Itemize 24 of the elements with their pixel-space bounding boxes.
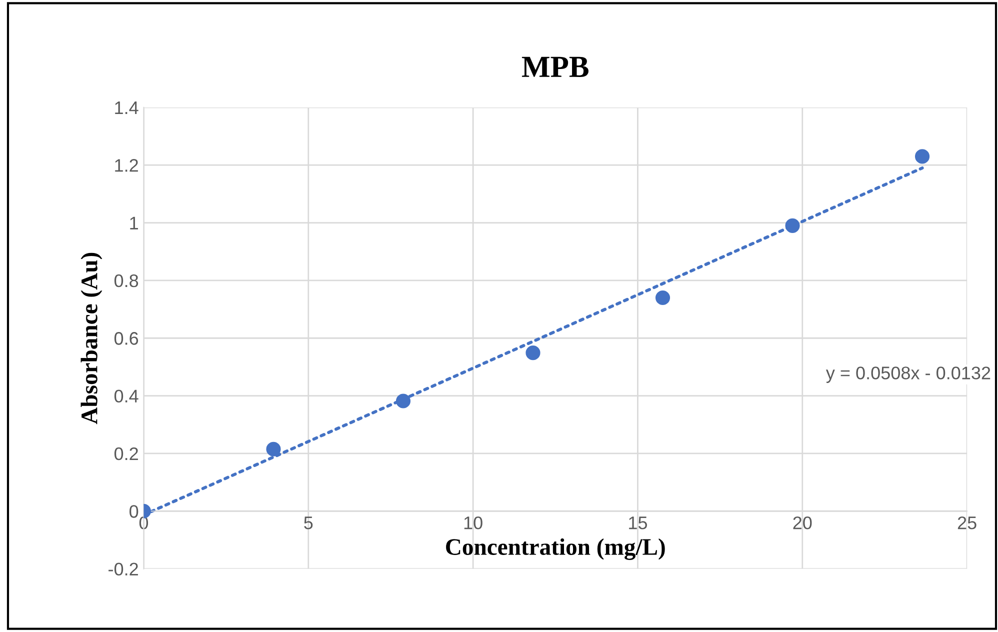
y-tick-label: 0.8 — [114, 274, 138, 288]
y-axis-title: Absorbance (Au) — [80, 252, 102, 424]
x-tick-label: 15 — [629, 516, 648, 530]
y-tick-label: 1.4 — [115, 102, 138, 114]
x-axis-title: Concentration (mg/L) — [446, 538, 665, 560]
point — [655, 290, 670, 306]
x-tick-label: 20 — [793, 516, 812, 530]
point — [785, 218, 800, 233]
x-tick-label: 10 — [464, 516, 482, 530]
point — [266, 442, 281, 456]
point — [914, 149, 930, 164]
y-tick-label: 0.6 — [114, 332, 138, 345]
y-tick-label: 1.2 — [115, 159, 138, 172]
annotation: y = 0.0508x - 0.0132 — [826, 366, 990, 383]
y-tick-label: 0.4 — [114, 390, 138, 403]
y-tick-label: -0.2 — [108, 562, 138, 576]
x-tick-label: 25 — [958, 516, 976, 530]
point — [526, 346, 540, 360]
y-tick-label: 0 — [130, 505, 138, 518]
x-tick-label: 5 — [304, 516, 313, 530]
point — [396, 394, 411, 408]
chart-title: MPB — [522, 56, 588, 77]
y-tick-label: 0.2 — [114, 447, 138, 460]
y-tick-label: 1 — [130, 216, 138, 230]
